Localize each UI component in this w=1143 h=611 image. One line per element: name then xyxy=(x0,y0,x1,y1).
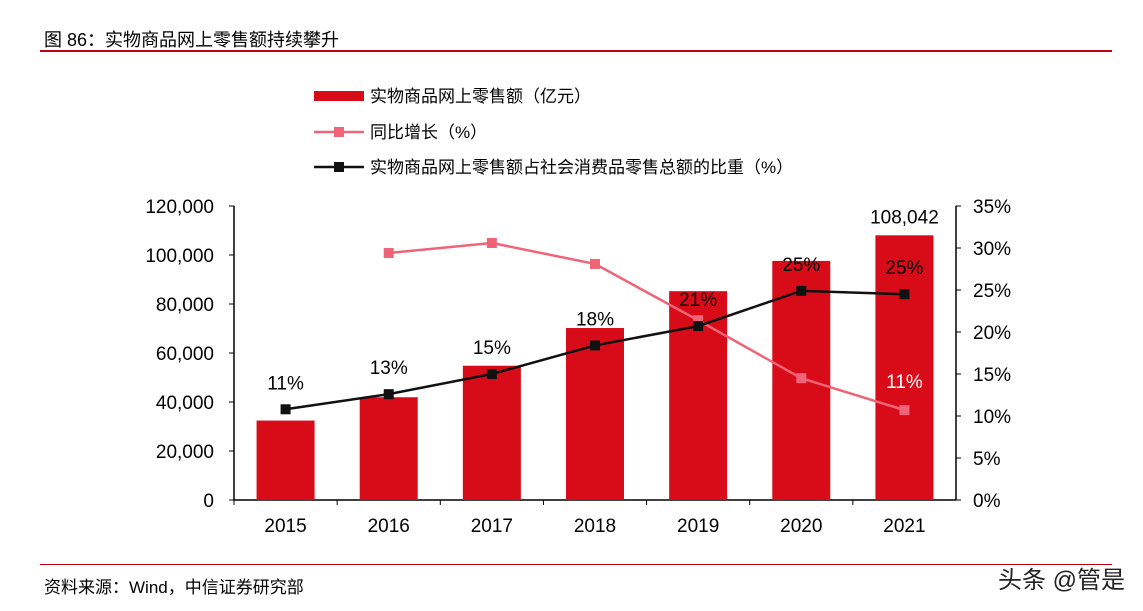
point-1-2016 xyxy=(383,248,394,259)
point-2-2019 xyxy=(693,321,704,332)
right-tick-label: 10% xyxy=(973,407,1011,428)
growth-data-label: 11% xyxy=(886,372,923,393)
x-tick-label: 2017 xyxy=(471,516,513,537)
point-1-2017 xyxy=(486,237,497,248)
legend-marker xyxy=(334,127,344,137)
right-tick-label: 20% xyxy=(973,323,1011,344)
bar-2021 xyxy=(875,235,934,500)
bar-2017 xyxy=(462,365,521,500)
legend-bar-swatch xyxy=(314,91,364,101)
bar-2018 xyxy=(566,328,624,500)
point-2-2021 xyxy=(899,289,910,300)
footer-rule xyxy=(40,564,1112,565)
right-tick-label: 0% xyxy=(973,491,1001,512)
share-data-label: 13% xyxy=(370,358,408,379)
share-data-label: 25% xyxy=(782,255,820,276)
left-tick-label: 40,000 xyxy=(156,393,214,414)
right-tick-label: 30% xyxy=(973,239,1011,260)
point-2-2016 xyxy=(383,389,394,400)
right-tick-label: 5% xyxy=(973,449,1001,470)
source-note: 资料来源：Wind，中信证券研究部 xyxy=(44,578,304,597)
legend-label: 实物商品网上零售额（亿元） xyxy=(370,87,591,106)
legend-label: 实物商品网上零售额占社会消费品零售总额的比重（%） xyxy=(370,158,793,177)
point-2-2015 xyxy=(280,404,291,415)
x-tick-label: 2016 xyxy=(368,516,410,537)
legend-marker xyxy=(334,162,344,172)
point-1-2018 xyxy=(590,258,600,269)
x-tick-label: 2019 xyxy=(677,516,719,537)
point-1-2020 xyxy=(796,373,807,384)
point-2-2017 xyxy=(486,369,497,379)
legend-label: 同比增长（%） xyxy=(370,123,487,142)
title-rule xyxy=(40,50,1112,52)
left-tick-label: 100,000 xyxy=(145,246,214,267)
point-1-2019 xyxy=(693,315,704,326)
x-tick-label: 2018 xyxy=(574,516,616,537)
x-tick-label: 2021 xyxy=(883,516,925,537)
bar-2016 xyxy=(359,397,418,500)
point-1-2021 xyxy=(899,405,910,416)
share-data-label: 11% xyxy=(267,373,304,394)
x-tick-label: 2015 xyxy=(264,516,306,537)
point-2-2018 xyxy=(590,340,600,351)
bar-data-label: 108,042 xyxy=(870,207,939,228)
left-tick-label: 20,000 xyxy=(156,442,214,463)
figure-title: 图 86：实物商品网上零售额持续攀升 xyxy=(44,30,340,50)
share-data-label: 21% xyxy=(679,290,717,311)
right-tick-label: 35% xyxy=(973,197,1011,218)
left-tick-label: 120,000 xyxy=(145,197,214,218)
share-data-label: 18% xyxy=(576,309,614,330)
share-data-label: 15% xyxy=(473,338,511,359)
share-data-label: 25% xyxy=(885,258,923,279)
x-tick-label: 2020 xyxy=(780,516,822,537)
left-tick-label: 0 xyxy=(203,491,214,512)
point-2-2020 xyxy=(796,285,807,296)
line-series-1 xyxy=(388,241,905,412)
bar-2015 xyxy=(256,420,315,500)
right-tick-label: 25% xyxy=(973,281,1011,302)
left-tick-label: 80,000 xyxy=(156,295,214,316)
watermark: 头条 @管是 xyxy=(997,567,1125,594)
left-tick-label: 60,000 xyxy=(156,344,214,365)
right-tick-label: 15% xyxy=(973,365,1011,386)
